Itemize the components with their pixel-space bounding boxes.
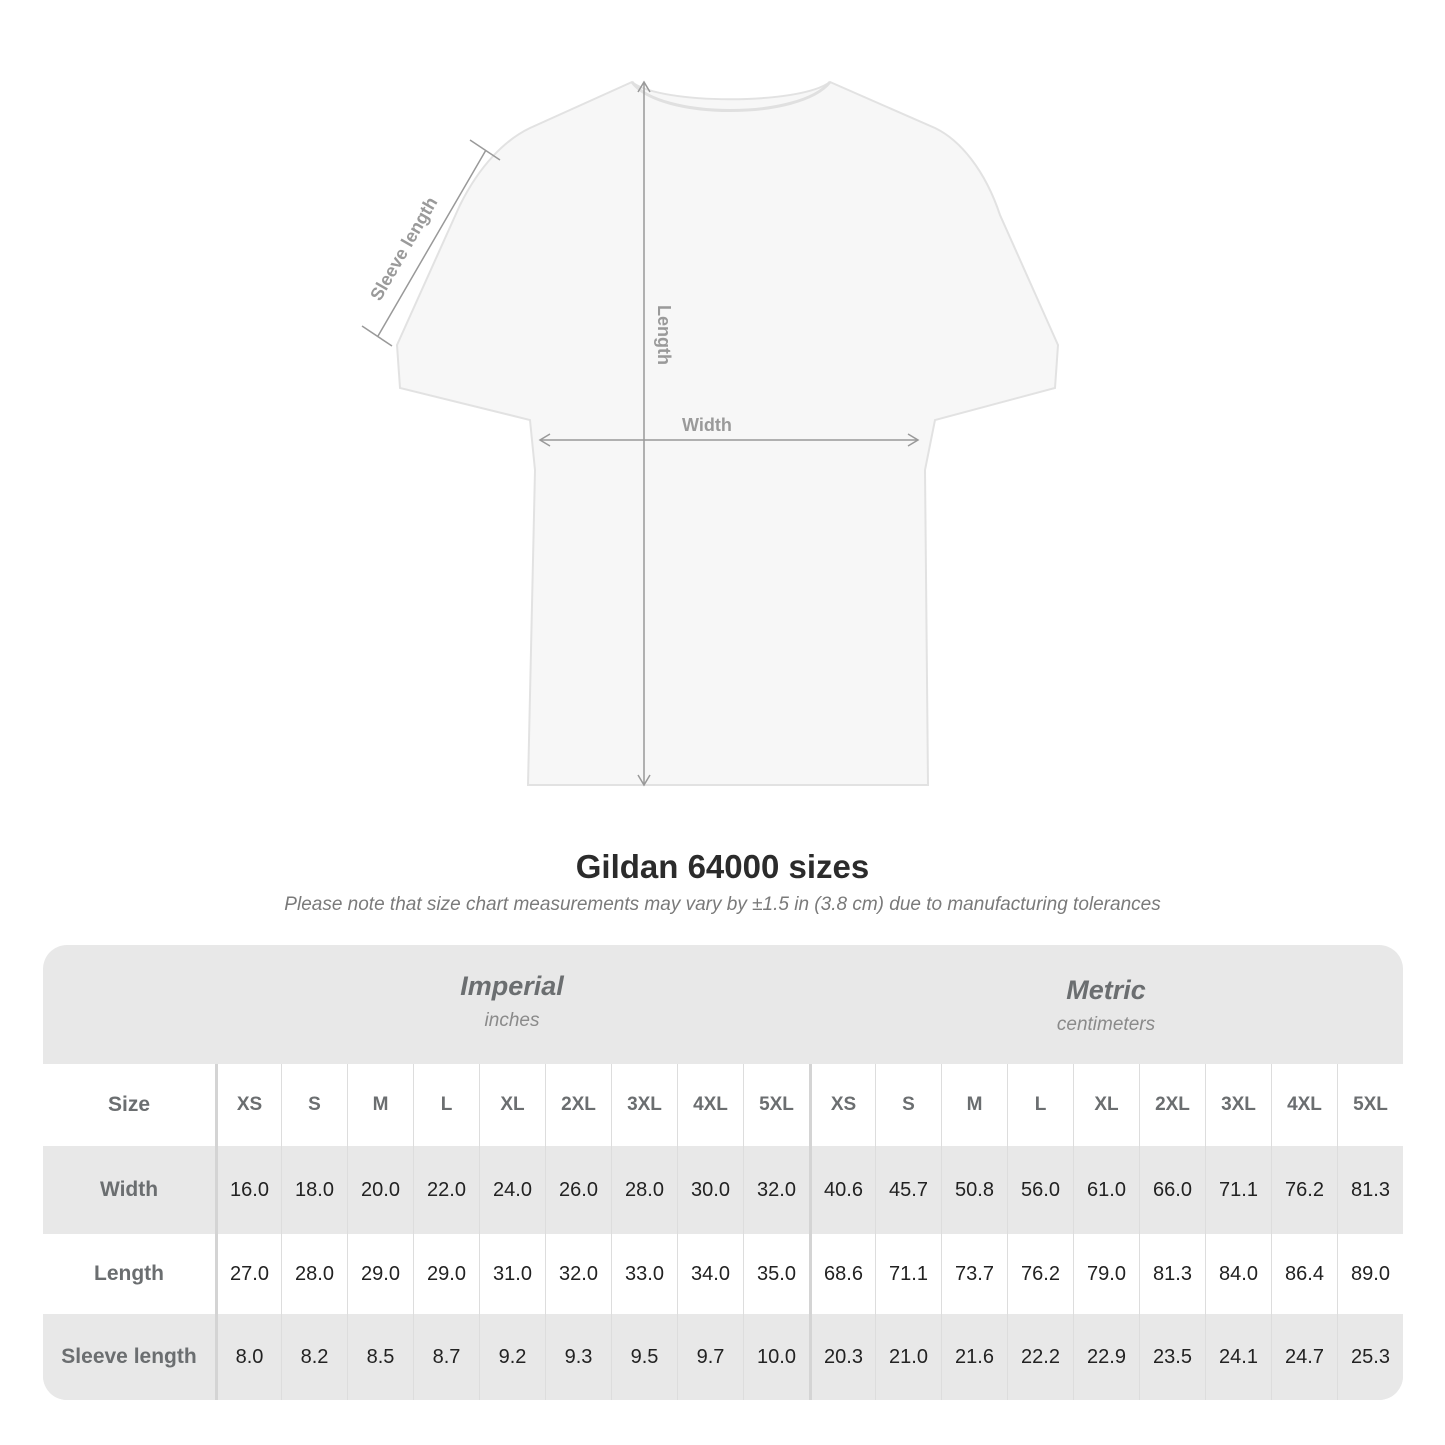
table-cell: 76.2: [1271, 1146, 1337, 1234]
table-cell: 84.0: [1205, 1234, 1271, 1314]
table-cell: 50.8: [941, 1146, 1007, 1234]
table-cell: 28.0: [611, 1146, 677, 1234]
table-cell: 9.5: [611, 1314, 677, 1400]
table-cell: 68.6: [809, 1234, 875, 1314]
table-cell: 79.0: [1073, 1234, 1139, 1314]
size-table: Imperial inches Metric centimeters Size …: [43, 945, 1403, 1400]
table-cell: 73.7: [941, 1234, 1007, 1314]
table-cell: 27.0: [215, 1234, 281, 1314]
table-cell: 66.0: [1139, 1146, 1205, 1234]
width-label: Width: [682, 415, 732, 435]
size-header-cell: XS: [809, 1064, 875, 1146]
table-row-length: Length 27.0 28.0 29.0 29.0 31.0 32.0 33.0 34.0 35…: [43, 1234, 1403, 1314]
row-label: Width: [99, 1178, 159, 1201]
tshirt-diagram: Sleeve length Length Width: [361, 80, 1060, 787]
table-cell: 32.0: [743, 1146, 809, 1234]
size-header-cell: 4XL: [1271, 1064, 1337, 1146]
size-header-cell: 4XL: [677, 1064, 743, 1146]
table-cell: 29.0: [413, 1234, 479, 1314]
size-header-row: Size XS S M L XL 2XL 3XL 4XL 5XL XS S M L XL 2XL 3XL 4XL…: [43, 1064, 1403, 1146]
table-cell: 24.1: [1205, 1314, 1271, 1400]
table-cell: 81.3: [1337, 1146, 1403, 1234]
table-cell: 32.0: [545, 1234, 611, 1314]
size-header-cell: XL: [479, 1064, 545, 1146]
table-cell: 61.0: [1073, 1146, 1139, 1234]
row-label: Length: [94, 1262, 164, 1285]
size-header-cell: L: [1007, 1064, 1073, 1146]
size-header-cell: M: [941, 1064, 1007, 1146]
size-header-cell: S: [281, 1064, 347, 1146]
size-header-cell: 5XL: [743, 1064, 809, 1146]
size-header-cell: L: [413, 1064, 479, 1146]
table-cell: 71.1: [1205, 1146, 1271, 1234]
size-header-cell: S: [875, 1064, 941, 1146]
table-cell: 30.0: [677, 1146, 743, 1234]
size-header-cell: XS: [215, 1064, 281, 1146]
sleeve-measure-line: [377, 149, 487, 337]
table-cell: 20.0: [347, 1146, 413, 1234]
table-cell: 86.4: [1271, 1234, 1337, 1314]
table-cell: 31.0: [479, 1234, 545, 1314]
table-cell: 22.2: [1007, 1314, 1073, 1400]
table-cell: 8.0: [215, 1314, 281, 1400]
size-header-cell: XL: [1073, 1064, 1139, 1146]
table-cell: 18.0: [281, 1146, 347, 1234]
imperial-unit: inches: [484, 1010, 540, 1031]
table-cell: 76.2: [1007, 1234, 1073, 1314]
size-label: Size: [107, 1093, 151, 1116]
page-title: Gildan 64000 sizes: [575, 848, 870, 885]
table-cell: 45.7: [875, 1146, 941, 1234]
table-cell: 16.0: [215, 1146, 281, 1234]
table-cell: 29.0: [347, 1234, 413, 1314]
table-cell: 81.3: [1139, 1234, 1205, 1314]
table-cell: 34.0: [677, 1234, 743, 1314]
table-cell: 35.0: [743, 1234, 809, 1314]
table-cell: 56.0: [1007, 1146, 1073, 1234]
size-header-cell: 5XL: [1337, 1064, 1403, 1146]
table-cell: 23.5: [1139, 1314, 1205, 1400]
table-cell: 8.2: [281, 1314, 347, 1400]
table-row-width: Width 16.0 18.0 20.0 22.0 24.0 26.0 28.0 30.0 32.…: [43, 1146, 1403, 1234]
size-header-cell: M: [347, 1064, 413, 1146]
metric-unit: centimeters: [1056, 1014, 1156, 1035]
metric-label: Metric: [1066, 975, 1146, 1005]
imperial-label: Imperial: [460, 971, 564, 1001]
length-label: Length: [654, 305, 674, 365]
table-cell: 26.0: [545, 1146, 611, 1234]
table-cell: 24.7: [1271, 1314, 1337, 1400]
size-header-cell: 3XL: [1205, 1064, 1271, 1146]
table-cell: 8.5: [347, 1314, 413, 1400]
table-cell: 10.0: [743, 1314, 809, 1400]
table-cell: 21.6: [941, 1314, 1007, 1400]
table-cell: 24.0: [479, 1146, 545, 1234]
tolerance-note: Please note that size chart measurements…: [284, 894, 1161, 915]
table-cell: 21.0: [875, 1314, 941, 1400]
table-cell: 22.9: [1073, 1314, 1139, 1400]
tshirt-image: [395, 80, 1060, 786]
size-header-cell: 3XL: [611, 1064, 677, 1146]
table-cell: 9.7: [677, 1314, 743, 1400]
table-cell: 40.6: [809, 1146, 875, 1234]
table-cell: 25.3: [1337, 1314, 1403, 1400]
table-cell: 28.0: [281, 1234, 347, 1314]
row-label: Sleeve length: [61, 1345, 197, 1368]
table-cell: 71.1: [875, 1234, 941, 1314]
imperial-header: Imperial inches: [215, 945, 809, 1090]
size-header-cell: 2XL: [1139, 1064, 1205, 1146]
table-row-sleeve-length: Sleeve length 8.0 8.2 8.5 8.7 9.2 9.3 9.5 9.7 10.…: [43, 1314, 1403, 1400]
table-cell: 9.2: [479, 1314, 545, 1400]
size-header-cell: 2XL: [545, 1064, 611, 1146]
table-cell: 8.7: [413, 1314, 479, 1400]
table-cell: 9.3: [545, 1314, 611, 1400]
table-cell: 33.0: [611, 1234, 677, 1314]
table-cell: 89.0: [1337, 1234, 1403, 1314]
table-cell: 22.0: [413, 1146, 479, 1234]
metric-header: Metric centimeters: [809, 945, 1403, 1094]
table-cell: 20.3: [809, 1314, 875, 1400]
